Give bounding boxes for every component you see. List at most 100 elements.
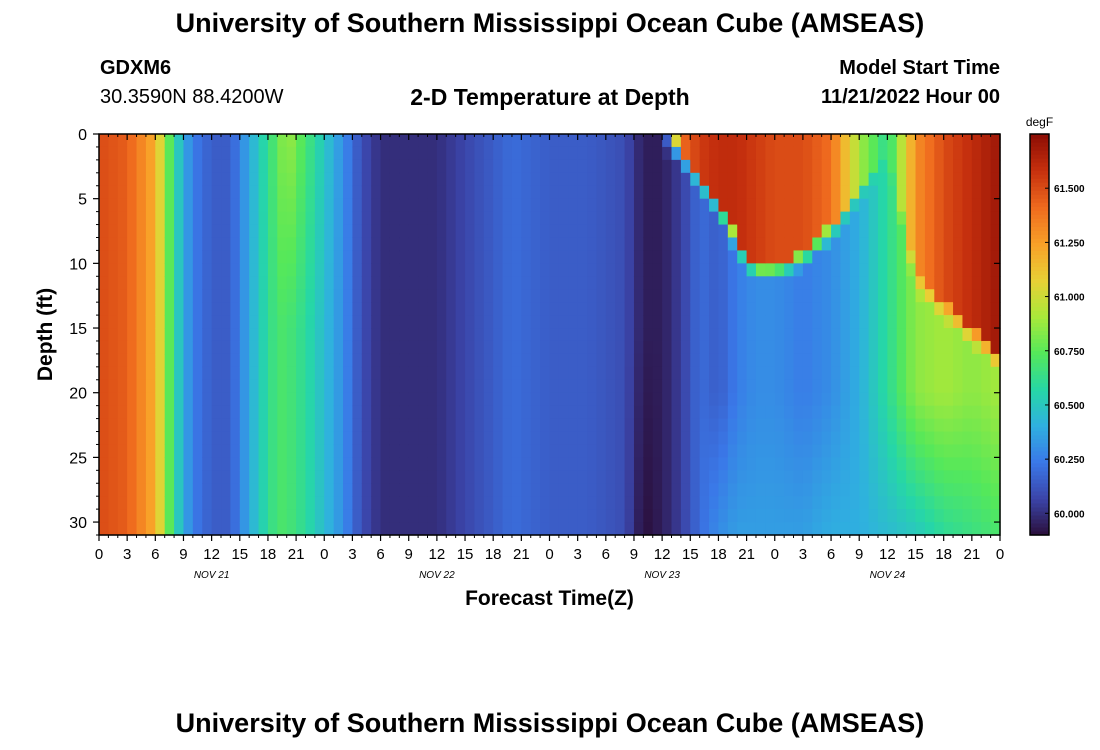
- heatmap-cell: [577, 328, 588, 342]
- heatmap-cell: [427, 522, 438, 536]
- heatmap-cell: [765, 418, 776, 433]
- heatmap-cell: [896, 263, 907, 277]
- heatmap-cell: [465, 146, 476, 161]
- heatmap-cell: [174, 224, 185, 239]
- heatmap-cell: [221, 470, 231, 484]
- heatmap-cell: [333, 496, 344, 510]
- heatmap-cell: [643, 237, 654, 252]
- heatmap-cell: [136, 457, 147, 471]
- heatmap-cell: [793, 418, 804, 433]
- heatmap-cell: [849, 509, 860, 523]
- heatmap-cell: [239, 250, 250, 264]
- heatmap-cell: [727, 211, 738, 226]
- heatmap-cell: [183, 483, 194, 497]
- colorbar-segment: [1030, 198, 1049, 203]
- heatmap-cell: [155, 172, 166, 187]
- heatmap-cell: [868, 185, 879, 200]
- heatmap-cell: [324, 315, 335, 329]
- heatmap-cell: [455, 392, 466, 407]
- colorbar-segment: [1030, 362, 1049, 368]
- heatmap-cell: [117, 457, 128, 471]
- heatmap-cell: [624, 444, 635, 458]
- colorbar-segment: [1030, 514, 1049, 520]
- heatmap-cell: [333, 418, 344, 433]
- heatmap-cell: [981, 496, 992, 510]
- heatmap-cell: [352, 483, 363, 497]
- heatmap-cell: [324, 379, 335, 394]
- heatmap-cell: [164, 172, 175, 187]
- heatmap-cell: [427, 276, 438, 290]
- heatmap-cell: [877, 134, 888, 148]
- colorbar-segment: [1030, 470, 1049, 476]
- heatmap-cell: [521, 418, 532, 433]
- heatmap-cell: [624, 134, 635, 148]
- heatmap-cell: [361, 211, 372, 226]
- heatmap-cell: [183, 522, 194, 536]
- heatmap-cell: [455, 159, 466, 174]
- heatmap-cell: [380, 159, 391, 174]
- heatmap-cell: [718, 198, 729, 213]
- colorbar-segment: [1030, 286, 1049, 291]
- heatmap-cell: [568, 340, 579, 355]
- heatmap-cell: [746, 185, 757, 200]
- heatmap-cell: [465, 250, 476, 264]
- heatmap-cell: [474, 431, 485, 446]
- heatmap-cell: [727, 185, 738, 200]
- heatmap-cell: [211, 185, 222, 200]
- heatmap-cell: [277, 328, 288, 342]
- heatmap-cell: [399, 159, 410, 174]
- heatmap-cell: [202, 276, 213, 290]
- colorbar-segment: [1030, 318, 1049, 324]
- heatmap-cell: [155, 379, 166, 394]
- heatmap-cell: [483, 340, 494, 355]
- heatmap-cell: [709, 224, 720, 239]
- heatmap-cell: [183, 340, 194, 355]
- heatmap-cell: [511, 263, 522, 277]
- heatmap-cell: [624, 159, 635, 174]
- heatmap-cell: [446, 379, 457, 394]
- heatmap-cell: [765, 379, 776, 394]
- heatmap-cell: [164, 496, 175, 510]
- heatmap-cell: [305, 509, 316, 523]
- heatmap-cell: [981, 185, 992, 200]
- heatmap-cell: [540, 328, 551, 342]
- heatmap-cell: [239, 146, 250, 161]
- heatmap-cell: [962, 405, 973, 420]
- heatmap-cell: [286, 211, 297, 226]
- heatmap-cell: [943, 198, 954, 213]
- heatmap-cell: [981, 418, 992, 433]
- heatmap-cell: [296, 224, 307, 239]
- heatmap-cell: [784, 159, 795, 174]
- heatmap-cell: [408, 328, 419, 342]
- heatmap-cell: [831, 444, 842, 458]
- heatmap-cell: [690, 172, 701, 187]
- heatmap-cell: [389, 198, 400, 213]
- heatmap-cell: [446, 328, 457, 342]
- heatmap-cell: [155, 146, 166, 161]
- heatmap-cell: [455, 134, 466, 148]
- heatmap-cell: [859, 237, 870, 252]
- heatmap-cell: [746, 328, 757, 342]
- heatmap-cell: [953, 185, 964, 200]
- heatmap-cell: [296, 470, 307, 484]
- heatmap-cell: [896, 146, 907, 161]
- heatmap-cell: [164, 379, 175, 394]
- heatmap-cell: [239, 353, 250, 368]
- heatmap-cell: [399, 302, 410, 316]
- heatmap-cell: [324, 198, 335, 213]
- heatmap-cell: [840, 315, 851, 329]
- heatmap-cell: [831, 302, 842, 316]
- heatmap-cell: [812, 276, 823, 290]
- heatmap-cell: [465, 328, 476, 342]
- heatmap-cell: [737, 444, 748, 458]
- heatmap-cell: [774, 328, 785, 342]
- heatmap-cell: [324, 496, 335, 510]
- heatmap-cell: [296, 392, 307, 407]
- heatmap-cell: [662, 211, 673, 226]
- heatmap-cell: [887, 444, 898, 458]
- heatmap-cell: [558, 146, 569, 161]
- heatmap-cell: [587, 496, 598, 510]
- heatmap-cell: [127, 522, 138, 536]
- heatmap-cell: [408, 172, 419, 187]
- heatmap-cell: [624, 302, 635, 316]
